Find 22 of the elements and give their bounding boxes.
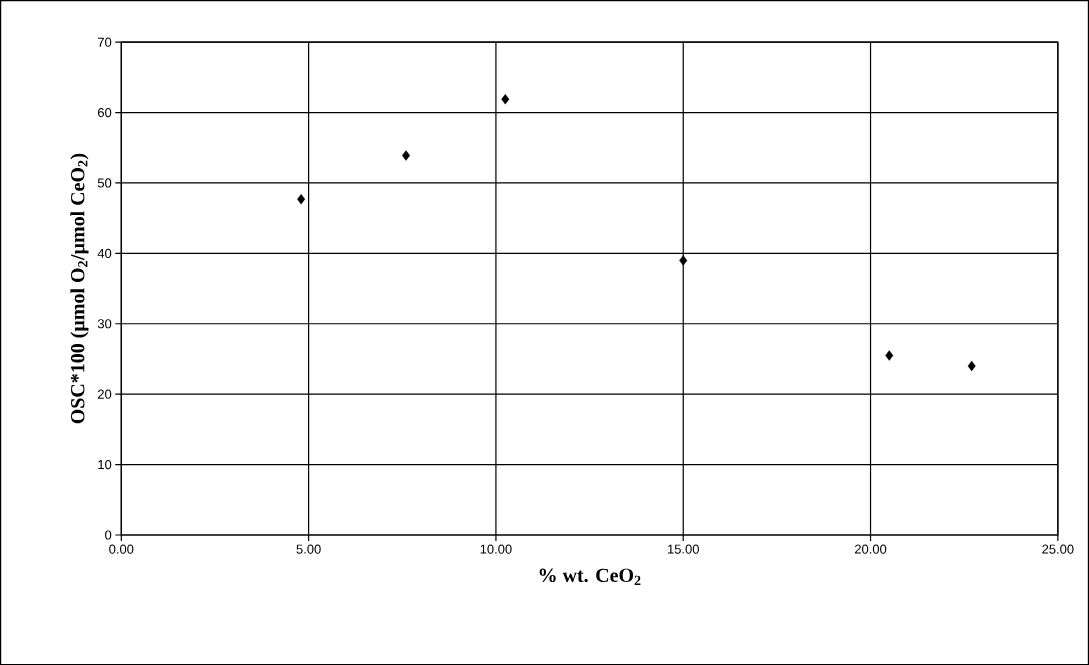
x-tick-label: 15.00 <box>667 544 699 554</box>
y-tick-label: 0 <box>105 530 112 540</box>
y-tick-label: 20 <box>98 389 112 399</box>
y-tick-label: 10 <box>98 459 112 470</box>
y-axis-title: OSC*100 (µmol O$_{2}$/µmol CeO$_{2}$) <box>70 153 89 424</box>
x-axis-title: % wt. CeO$_{2}$ <box>539 568 641 585</box>
y-tick-label: 60 <box>98 107 112 118</box>
point <box>679 255 688 266</box>
x-tick-label: 25.00 <box>1042 544 1074 554</box>
point <box>501 93 510 105</box>
y-tick-label: 50 <box>97 178 112 188</box>
y-tick-label: 30 <box>97 319 112 329</box>
y-tick-label: 40 <box>97 248 112 258</box>
point <box>967 360 976 372</box>
point <box>297 193 306 205</box>
x-tick-label: 20.00 <box>854 544 887 554</box>
x-tick-label: 0.00 <box>109 544 134 554</box>
point <box>402 150 410 161</box>
point <box>885 350 894 361</box>
x-tick-label: 10.00 <box>480 544 512 554</box>
y-tick-label: 70 <box>98 37 112 47</box>
x-tick-label: 5.00 <box>296 544 321 554</box>
